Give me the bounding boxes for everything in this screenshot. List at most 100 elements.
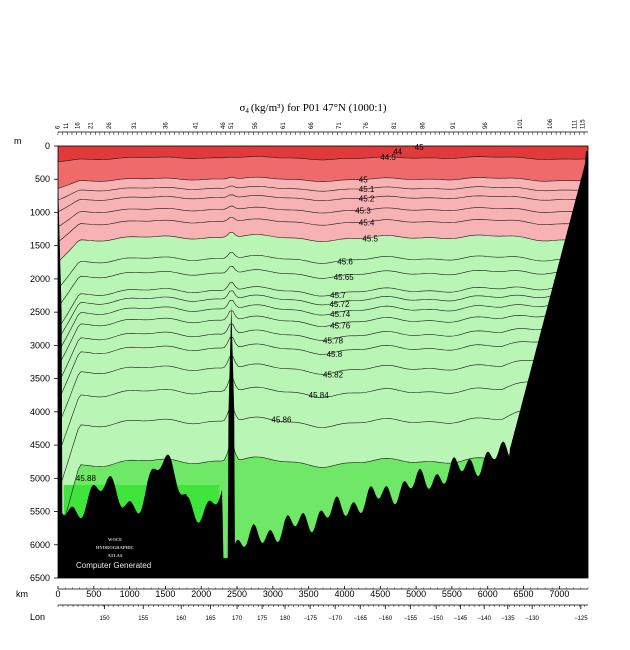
lon-tick-label: 180 [280, 616, 291, 622]
distance-tick-label: 2500 [227, 589, 247, 599]
contour-45-72 [57, 287, 589, 340]
depth-axis: 0 500 1000 1500 2000 2500 3000 3500 4000 4500 5000… [30, 141, 58, 583]
contour-label-44: 44 [393, 148, 402, 157]
depth-tick-label: 0 [45, 141, 50, 151]
contour-label-45-2: 45.2 [359, 194, 375, 203]
title-symbol: σ [239, 102, 245, 114]
contour-label-45: 45 [359, 176, 368, 185]
contour-45-6 [57, 252, 589, 289]
lon-tick-label: −165 [353, 616, 367, 622]
station-tick-label: 81 [392, 122, 398, 129]
contour-label-45-5: 45.5 [362, 234, 378, 243]
station-tick-label: 26 [107, 122, 113, 129]
distance-tick-label: 1500 [155, 589, 175, 599]
contour-label-45-74: 45.74 [330, 310, 351, 319]
distance-tick-label: 0 [55, 589, 60, 599]
distance-tick-label: 4500 [370, 589, 390, 599]
title-units: (kg/m³) [251, 102, 285, 114]
contour-label-45-3: 45.3 [355, 206, 371, 215]
depth-tick-label: 5000 [30, 473, 50, 483]
depth-tick-label: 4500 [30, 440, 50, 450]
station-tick-label: 91 [451, 122, 457, 129]
contour-45-3 [57, 205, 589, 228]
contour-label-44-5: 44.5 [380, 153, 396, 162]
lon-tick-label: −140 [477, 616, 491, 622]
contour-label-45-1: 45.1 [359, 185, 375, 194]
contour-45-65 [57, 265, 589, 308]
longitude-axis: 150 155 160 165 170 175 180 −175 −170 −165 −160 −15… [57, 604, 588, 622]
contour-45 [57, 176, 589, 189]
distance-tick-label: 500 [86, 589, 101, 599]
title-subscript: 4 [245, 107, 249, 115]
depth-unit-label: m [14, 136, 22, 146]
computer-generated-label: Computer Generated [76, 561, 151, 570]
distance-tick-label: 5000 [406, 589, 426, 599]
contour-label-45-4: 45.4 [359, 218, 375, 227]
depth-tick-label: 6500 [30, 573, 50, 583]
distance-unit-label: km [16, 589, 28, 599]
depth-tick-label: 1000 [30, 207, 50, 217]
distance-axis: 0 500 1000 1500 2000 2500 3000 3500 4000 4500 5000… [55, 586, 589, 599]
lon-tick-label: 170 [232, 616, 243, 622]
station-tick-label: 46 [221, 122, 227, 129]
depth-tick-label: 2000 [30, 274, 50, 284]
station-tick-label: 96 [483, 122, 489, 129]
distance-tick-label: 4000 [334, 589, 354, 599]
depth-tick-label: 2500 [30, 307, 50, 317]
lon-tick-label: −125 [574, 616, 588, 622]
lon-tick-label: −130 [525, 616, 539, 622]
station-tick-label: 86 [421, 122, 427, 129]
lon-tick-label: 155 [138, 616, 149, 622]
contour-45-8 [57, 324, 589, 402]
depth-tick-label: 4000 [30, 407, 50, 417]
color-band-0 [58, 146, 588, 162]
contour-label-45-78: 45.78 [323, 336, 344, 345]
contour-label-45-72: 45.72 [329, 300, 350, 309]
station-tick-label: 11 [64, 122, 70, 129]
contour-label-45-6: 45.6 [337, 257, 353, 266]
title-rest: for P01 47°N (1000:1) [287, 102, 387, 114]
contour-45-82 [57, 339, 589, 427]
contour-label-45-7: 45.7 [330, 291, 346, 300]
lon-tick-label: −145 [454, 616, 468, 622]
contour-label-45-84: 45.84 [309, 391, 330, 400]
contour-45-84 [57, 357, 589, 456]
depth-tick-label: 3000 [30, 340, 50, 350]
lon-tick-label: −170 [328, 616, 342, 622]
contour-label-45-82: 45.82 [323, 370, 344, 379]
lon-tick-label: −160 [379, 616, 393, 622]
station-tick-label: 66 [309, 122, 315, 129]
color-band-3 [58, 232, 588, 543]
contour-45-7 [57, 281, 589, 329]
depth-tick-label: 6000 [30, 540, 50, 550]
contour-labels: 44.54545.145.245.345.445.545.645.6545.74… [76, 143, 424, 483]
station-tick-label: 115 [580, 119, 586, 129]
lon-tick-label: 160 [176, 616, 187, 622]
distance-tick-label: 3000 [263, 589, 283, 599]
distance-tick-label: 6000 [478, 589, 498, 599]
distance-tick-label: 3500 [299, 589, 319, 599]
lon-label: Lon [30, 612, 45, 622]
station-tick-label: 111 [573, 119, 579, 129]
chart-title: σ4 (kg/m³) for P01 47°N (1000:1) [239, 102, 386, 115]
lon-tick-label: 150 [100, 616, 111, 622]
station-tick-label: 106 [548, 118, 554, 129]
credit-line-1: WOCE [108, 537, 122, 542]
depth-tick-label: 500 [35, 174, 50, 184]
station-tick-label: 6 [55, 125, 61, 129]
distance-tick-label: 6500 [514, 589, 534, 599]
lon-tick-label: −175 [303, 616, 317, 622]
contour-label-45-86: 45.86 [271, 416, 292, 425]
contour-label-45-65: 45.65 [334, 273, 355, 282]
station-tick-label: 76 [364, 122, 370, 129]
station-tick-label: 71 [337, 122, 343, 129]
contour-45-4 [57, 217, 589, 243]
plot-frame [57, 145, 589, 579]
distance-tick-label: 7000 [549, 589, 569, 599]
contour-45-2 [57, 194, 589, 212]
contour-label-surface: 45 [415, 143, 424, 152]
seafloor [58, 151, 588, 579]
station-tick-label: 51 [229, 122, 235, 129]
depth-tick-label: 5500 [30, 507, 50, 517]
